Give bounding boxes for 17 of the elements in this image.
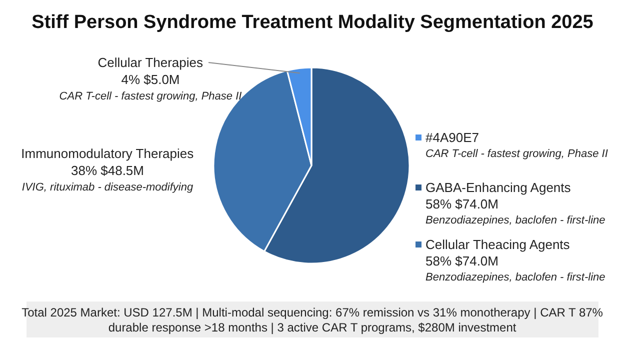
legend-label: GABA-Enhancing Agents [426,180,572,195]
slice-label: Cellular Therapies [98,55,204,70]
text: CAR T-cell - fastest growing, Phase II [426,148,608,160]
data-label: 58% $74.0M [426,196,498,212]
text: durable response >18 months | 3 active CAR T programs, $280M investment [108,320,517,334]
data-label: 4% $5.0M [121,72,180,87]
text: Benzodiazepines, baclofen - first-line [426,214,606,226]
text: Benzodiazepines, baclofen - first-line [426,272,606,284]
data-label: 38% $48.5M [71,163,144,178]
slice-label: Immunomodulatory Therapies [21,146,194,161]
text: Total 2025 Market: USD 127.5M | Multi-modal sequencing: 67% remission vs 31% monotherapy | CAR T 87% [22,306,604,320]
text: Cellular Theacing Agents [426,237,570,252]
chart-title: Stiff Person Syndrome Treatment Modality Segmentation 2025 [32,12,594,33]
text: CAR T-cell - fastest growing, Phase II [59,90,242,102]
text: IVIG, rituximab - disease-modifying [22,182,194,194]
text: 58% $74.0M [426,254,498,268]
text: #4A90E7 [426,130,479,145]
